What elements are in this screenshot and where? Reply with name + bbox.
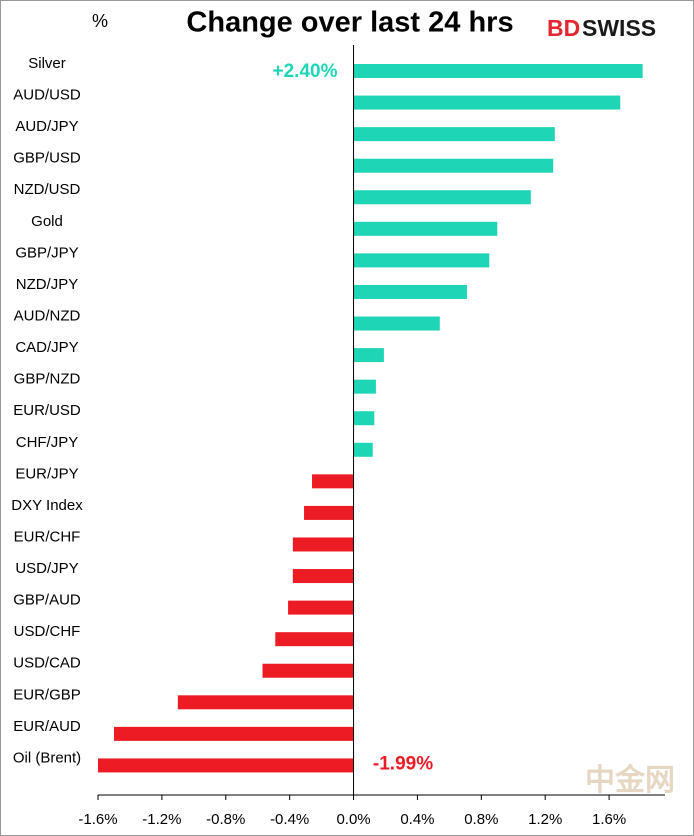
category-label: EUR/AUD bbox=[13, 718, 81, 735]
category-label: Oil (Brent) bbox=[13, 749, 81, 766]
category-label: USD/CAD bbox=[13, 655, 81, 672]
category-label: USD/JPY bbox=[15, 560, 78, 577]
watermark: 中金网 bbox=[585, 763, 675, 797]
bar bbox=[353, 158, 554, 173]
category-label: Silver bbox=[28, 55, 66, 72]
category-label: EUR/CHF bbox=[14, 528, 81, 545]
annotation: -1.99% bbox=[373, 753, 433, 774]
category-label: CAD/JPY bbox=[15, 339, 78, 356]
bar bbox=[353, 411, 375, 426]
category-label: EUR/JPY bbox=[15, 465, 78, 482]
bar bbox=[312, 474, 354, 489]
x-tick-label: -0.8% bbox=[206, 811, 245, 828]
chart-title: Change over last 24 hrs bbox=[186, 7, 513, 39]
bar bbox=[288, 600, 354, 615]
bar bbox=[353, 348, 384, 363]
x-tick-label: 1.2% bbox=[528, 811, 562, 828]
bar bbox=[353, 221, 498, 236]
bar bbox=[292, 537, 354, 552]
x-tick-label: 0.8% bbox=[464, 811, 498, 828]
bar bbox=[98, 758, 354, 773]
x-tick-label: -0.4% bbox=[270, 811, 309, 828]
category-label: GBP/NZD bbox=[14, 371, 81, 388]
bar bbox=[177, 695, 354, 710]
category-label: Gold bbox=[31, 213, 63, 230]
bar bbox=[113, 726, 354, 741]
bar bbox=[262, 663, 354, 678]
bar bbox=[353, 253, 490, 268]
logo-red: BD bbox=[547, 15, 580, 41]
bar bbox=[353, 190, 531, 205]
category-label: EUR/GBP bbox=[13, 686, 81, 703]
bar bbox=[353, 379, 376, 394]
logo-dark: SWISS bbox=[582, 15, 656, 41]
category-label: AUD/NZD bbox=[14, 307, 81, 324]
category-label: DXY Index bbox=[11, 497, 83, 514]
category-label: NZD/JPY bbox=[16, 276, 79, 293]
category-label: AUD/USD bbox=[13, 87, 81, 104]
category-label: EUR/USD bbox=[13, 402, 81, 419]
x-tick-label: 0.0% bbox=[336, 811, 370, 828]
x-tick-label: 0.4% bbox=[400, 811, 434, 828]
bar bbox=[292, 569, 354, 584]
x-tick-label: -1.2% bbox=[142, 811, 181, 828]
category-label: NZD/USD bbox=[14, 181, 81, 198]
bar bbox=[353, 284, 467, 299]
bar bbox=[304, 505, 354, 520]
category-label: USD/CHF bbox=[14, 623, 81, 640]
bar bbox=[353, 442, 373, 457]
bar bbox=[353, 127, 555, 142]
category-label: GBP/JPY bbox=[15, 244, 78, 261]
bar bbox=[275, 632, 354, 647]
category-label: CHF/JPY bbox=[16, 434, 79, 451]
unit-label: % bbox=[92, 11, 108, 31]
category-label: AUD/JPY bbox=[15, 118, 78, 135]
x-tick-label: -1.6% bbox=[78, 811, 117, 828]
annotation: +2.40% bbox=[273, 61, 338, 82]
x-tick-label: 1.6% bbox=[592, 811, 626, 828]
bar bbox=[353, 64, 643, 78]
category-label: GBP/AUD bbox=[13, 592, 81, 609]
category-label: GBP/USD bbox=[13, 150, 81, 167]
bar bbox=[353, 95, 621, 110]
bar bbox=[353, 316, 440, 331]
